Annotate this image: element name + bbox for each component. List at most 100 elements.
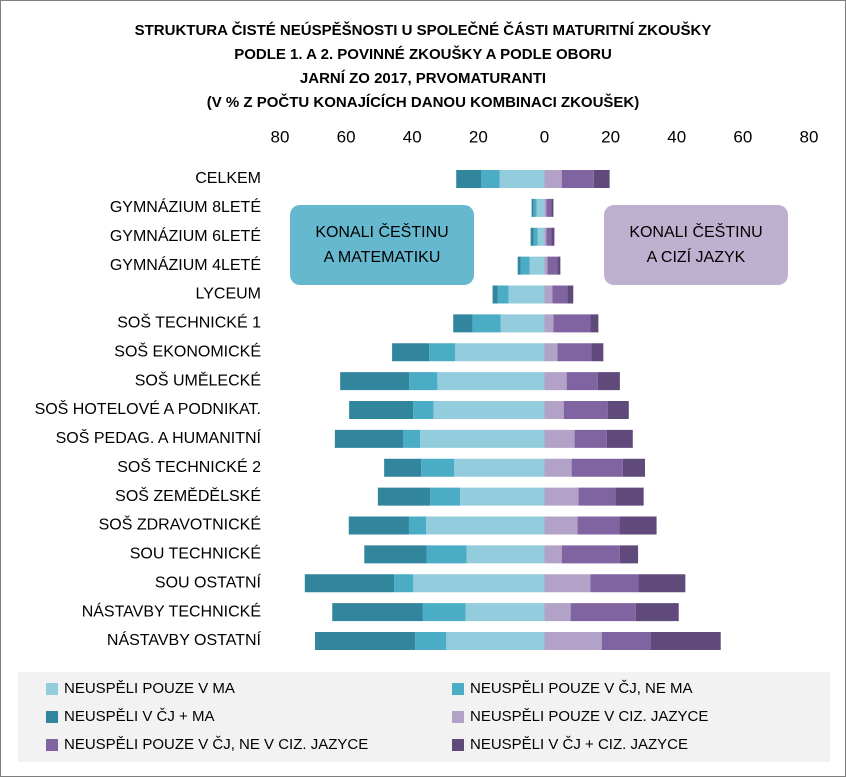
y-tick-label: SOŠ TECHNICKÉ 1 — [117, 313, 261, 332]
bar-segment — [520, 256, 530, 275]
legend-box — [18, 672, 830, 762]
bar-segment — [544, 516, 578, 535]
bar-segment — [553, 314, 591, 333]
bar-segment — [456, 170, 482, 188]
bar-segment — [465, 603, 545, 622]
x-tick-label: 60 — [733, 127, 752, 146]
bar-segment — [349, 401, 414, 419]
legend-label: NEUSPĚLI V ČJ + MA — [64, 708, 214, 725]
legend-swatch — [452, 683, 464, 695]
bar-segment — [364, 545, 427, 564]
chart-title: PODLE 1. A 2. POVINNÉ ZKOUŠKY A PODLE OB… — [234, 45, 612, 63]
bar-segment — [497, 285, 509, 304]
bar-segment — [571, 458, 623, 477]
bar-segment — [533, 227, 538, 246]
x-tick-label: 80 — [271, 127, 290, 146]
bar-segment — [426, 516, 545, 535]
bar-segment — [593, 170, 610, 188]
bar-segment — [537, 227, 545, 246]
bar-segment — [544, 227, 547, 246]
bar-segment — [340, 372, 410, 391]
y-tick-label: GYMNÁZIUM 4LETÉ — [110, 255, 261, 274]
bar-segment — [570, 603, 636, 622]
y-tick-label: SOŠ ZDRAVOTNICKÉ — [99, 515, 261, 534]
bar-segment — [561, 545, 620, 564]
bar-segment — [455, 343, 545, 362]
bar-segment — [402, 429, 421, 448]
x-tick-label: 80 — [800, 127, 819, 146]
bar-segment — [421, 458, 455, 477]
y-tick-label: SOŠ HOTELOVÉ A PODNIKAT. — [35, 399, 261, 418]
annotation-text: KONALI ČEŠTINU — [315, 222, 448, 241]
bar-segment — [481, 170, 500, 188]
bar-segment — [304, 574, 395, 593]
bar-segment — [529, 256, 545, 275]
bar-segment — [433, 401, 545, 419]
bar-segment — [384, 458, 422, 477]
bar-segment — [544, 372, 567, 391]
bar-segment — [591, 343, 604, 362]
bar-segment — [466, 545, 545, 564]
bar-segment — [563, 401, 608, 419]
y-tick-label: GYMNÁZIUM 8LETÉ — [110, 197, 261, 216]
bar-segment — [607, 401, 629, 419]
legend-swatch — [452, 711, 464, 723]
annotation-box — [290, 205, 474, 285]
bar-segment — [454, 458, 545, 477]
bar-segment — [638, 574, 686, 593]
bar-segment — [619, 516, 657, 535]
bar-segment — [544, 429, 575, 448]
x-tick-label: 0 — [540, 127, 549, 146]
bar-segment — [578, 487, 616, 506]
bar-segment — [426, 545, 467, 564]
chart-title: STRUKTURA ČISTÉ NEÚSPĚŠNOSTI U SPOLEČNÉ … — [135, 21, 712, 39]
bar-segment — [566, 372, 598, 391]
legend-label: NEUSPĚLI POUZE V ČJ, NE V CIZ. JAZYCE — [64, 736, 368, 753]
bar-segment — [597, 372, 620, 391]
legend-label: NEUSPĚLI POUZE V MA — [64, 680, 235, 697]
y-tick-label: SOŠ ZEMĚDĚLSKÉ — [115, 486, 261, 505]
bar-segment — [574, 429, 607, 448]
bar-segment — [561, 170, 594, 188]
bar-segment — [567, 285, 574, 304]
bar-segment — [508, 285, 545, 304]
bar-segment — [533, 198, 537, 217]
x-tick-label: 20 — [601, 127, 620, 146]
legend-label: NEUSPĚLI POUZE V CIZ. JAZYCE — [470, 708, 708, 725]
bar-segment — [531, 198, 534, 217]
bar-segment — [544, 401, 564, 419]
bar-segment — [536, 198, 545, 217]
bar-segment — [635, 603, 679, 622]
y-tick-label: NÁSTAVBY OSTATNÍ — [107, 630, 262, 649]
x-tick-label: 60 — [337, 127, 356, 146]
bar-segment — [472, 314, 501, 333]
y-tick-label: SOŠ UMĚLECKÉ — [135, 370, 261, 389]
bar-segment — [499, 170, 545, 188]
y-tick-label: GYMNÁZIUM 6LETÉ — [110, 226, 261, 245]
legend-swatch — [46, 711, 58, 723]
bar-segment — [650, 632, 721, 650]
x-tick-label: 20 — [469, 127, 488, 146]
bar-segment — [615, 487, 644, 506]
annotation-text: KONALI ČEŠTINU — [629, 222, 762, 241]
y-tick-label: LYCEUM — [196, 286, 262, 303]
bar-segment — [530, 227, 534, 246]
bar-segment — [551, 227, 555, 246]
y-tick-label: SOU TECHNICKÉ — [130, 544, 261, 563]
bar-segment — [601, 632, 651, 650]
bar-segment — [415, 632, 447, 650]
y-tick-label: CELKEM — [195, 170, 261, 187]
bar-segment — [413, 574, 545, 593]
y-tick-label: SOU OSTATNÍ — [155, 572, 262, 591]
y-tick-label: SOŠ TECHNICKÉ 2 — [117, 457, 261, 476]
bar-segment — [392, 343, 430, 362]
bar-segment — [544, 285, 553, 304]
bar-segment — [619, 545, 639, 564]
bar-segment — [420, 429, 545, 448]
bar-segment — [492, 285, 498, 304]
bar-segment — [544, 314, 554, 333]
legend-swatch — [46, 739, 58, 751]
bar-segment — [557, 256, 561, 275]
bar-segment — [446, 632, 545, 650]
